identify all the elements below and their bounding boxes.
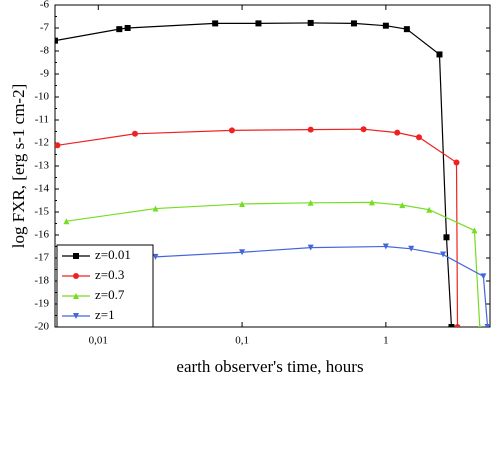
marker xyxy=(239,249,246,256)
marker xyxy=(368,199,375,206)
marker xyxy=(360,126,367,133)
marker xyxy=(307,126,314,133)
marker xyxy=(307,199,314,206)
plot-area xyxy=(55,19,490,327)
y-axis-title: log FXR, [erg s-1 cm-2] xyxy=(9,84,28,248)
marker xyxy=(116,26,123,33)
marker xyxy=(453,159,460,166)
marker xyxy=(408,245,415,252)
marker xyxy=(382,22,389,29)
marker xyxy=(382,243,389,250)
y-tick-label: -8 xyxy=(40,45,50,57)
marker xyxy=(415,134,422,141)
legend-label: z=0.7 xyxy=(95,287,125,302)
y-tick-label: -12 xyxy=(34,137,49,149)
marker xyxy=(471,227,478,234)
marker xyxy=(478,324,482,327)
marker xyxy=(73,253,79,259)
marker xyxy=(448,324,455,327)
series-line xyxy=(155,245,489,327)
y-tick-label: -17 xyxy=(34,252,49,264)
y-tick-label: -16 xyxy=(34,229,49,241)
marker xyxy=(63,218,70,225)
y-tick-label: -14 xyxy=(34,183,49,195)
marker xyxy=(426,206,433,213)
y-tick-label: -9 xyxy=(40,68,50,80)
marker xyxy=(436,51,443,58)
x-tick-label: 0,1 xyxy=(235,335,249,347)
x-tick-label: 1 xyxy=(383,335,389,347)
y-tick-label: -19 xyxy=(34,298,49,310)
marker xyxy=(131,130,138,137)
marker xyxy=(480,273,487,280)
marker xyxy=(73,313,79,319)
marker xyxy=(403,26,410,33)
marker xyxy=(55,142,61,149)
marker xyxy=(399,202,406,209)
y-tick-label: -18 xyxy=(34,275,49,287)
marker xyxy=(228,127,235,134)
marker xyxy=(152,253,159,260)
y-tick-label: -13 xyxy=(34,160,49,172)
marker xyxy=(124,25,131,31)
y-tick-label: -15 xyxy=(34,206,49,218)
marker xyxy=(307,19,314,26)
y-tick-label: -7 xyxy=(40,22,50,34)
y-tick-label: -11 xyxy=(35,114,49,126)
marker xyxy=(73,273,79,279)
marker xyxy=(307,244,314,251)
marker xyxy=(394,129,401,136)
legend-label: z=1 xyxy=(95,307,115,322)
x-axis-title: earth observer's time, hours xyxy=(176,357,363,376)
y-tick-label: -6 xyxy=(40,0,50,11)
marker xyxy=(484,324,490,327)
marker xyxy=(443,234,450,241)
y-tick-label: -10 xyxy=(34,91,49,103)
marker xyxy=(152,205,159,212)
marker xyxy=(454,324,461,327)
marker xyxy=(73,293,79,299)
marker xyxy=(239,200,246,207)
marker xyxy=(350,20,357,27)
legend-label: z=0.3 xyxy=(95,267,124,282)
y-tick-label: -20 xyxy=(34,321,49,333)
marker xyxy=(212,20,219,27)
marker xyxy=(55,37,58,44)
legend-label: z=0.01 xyxy=(95,247,131,262)
marker xyxy=(255,20,262,27)
x-tick-label: 0,01 xyxy=(89,335,108,347)
marker xyxy=(440,251,447,258)
